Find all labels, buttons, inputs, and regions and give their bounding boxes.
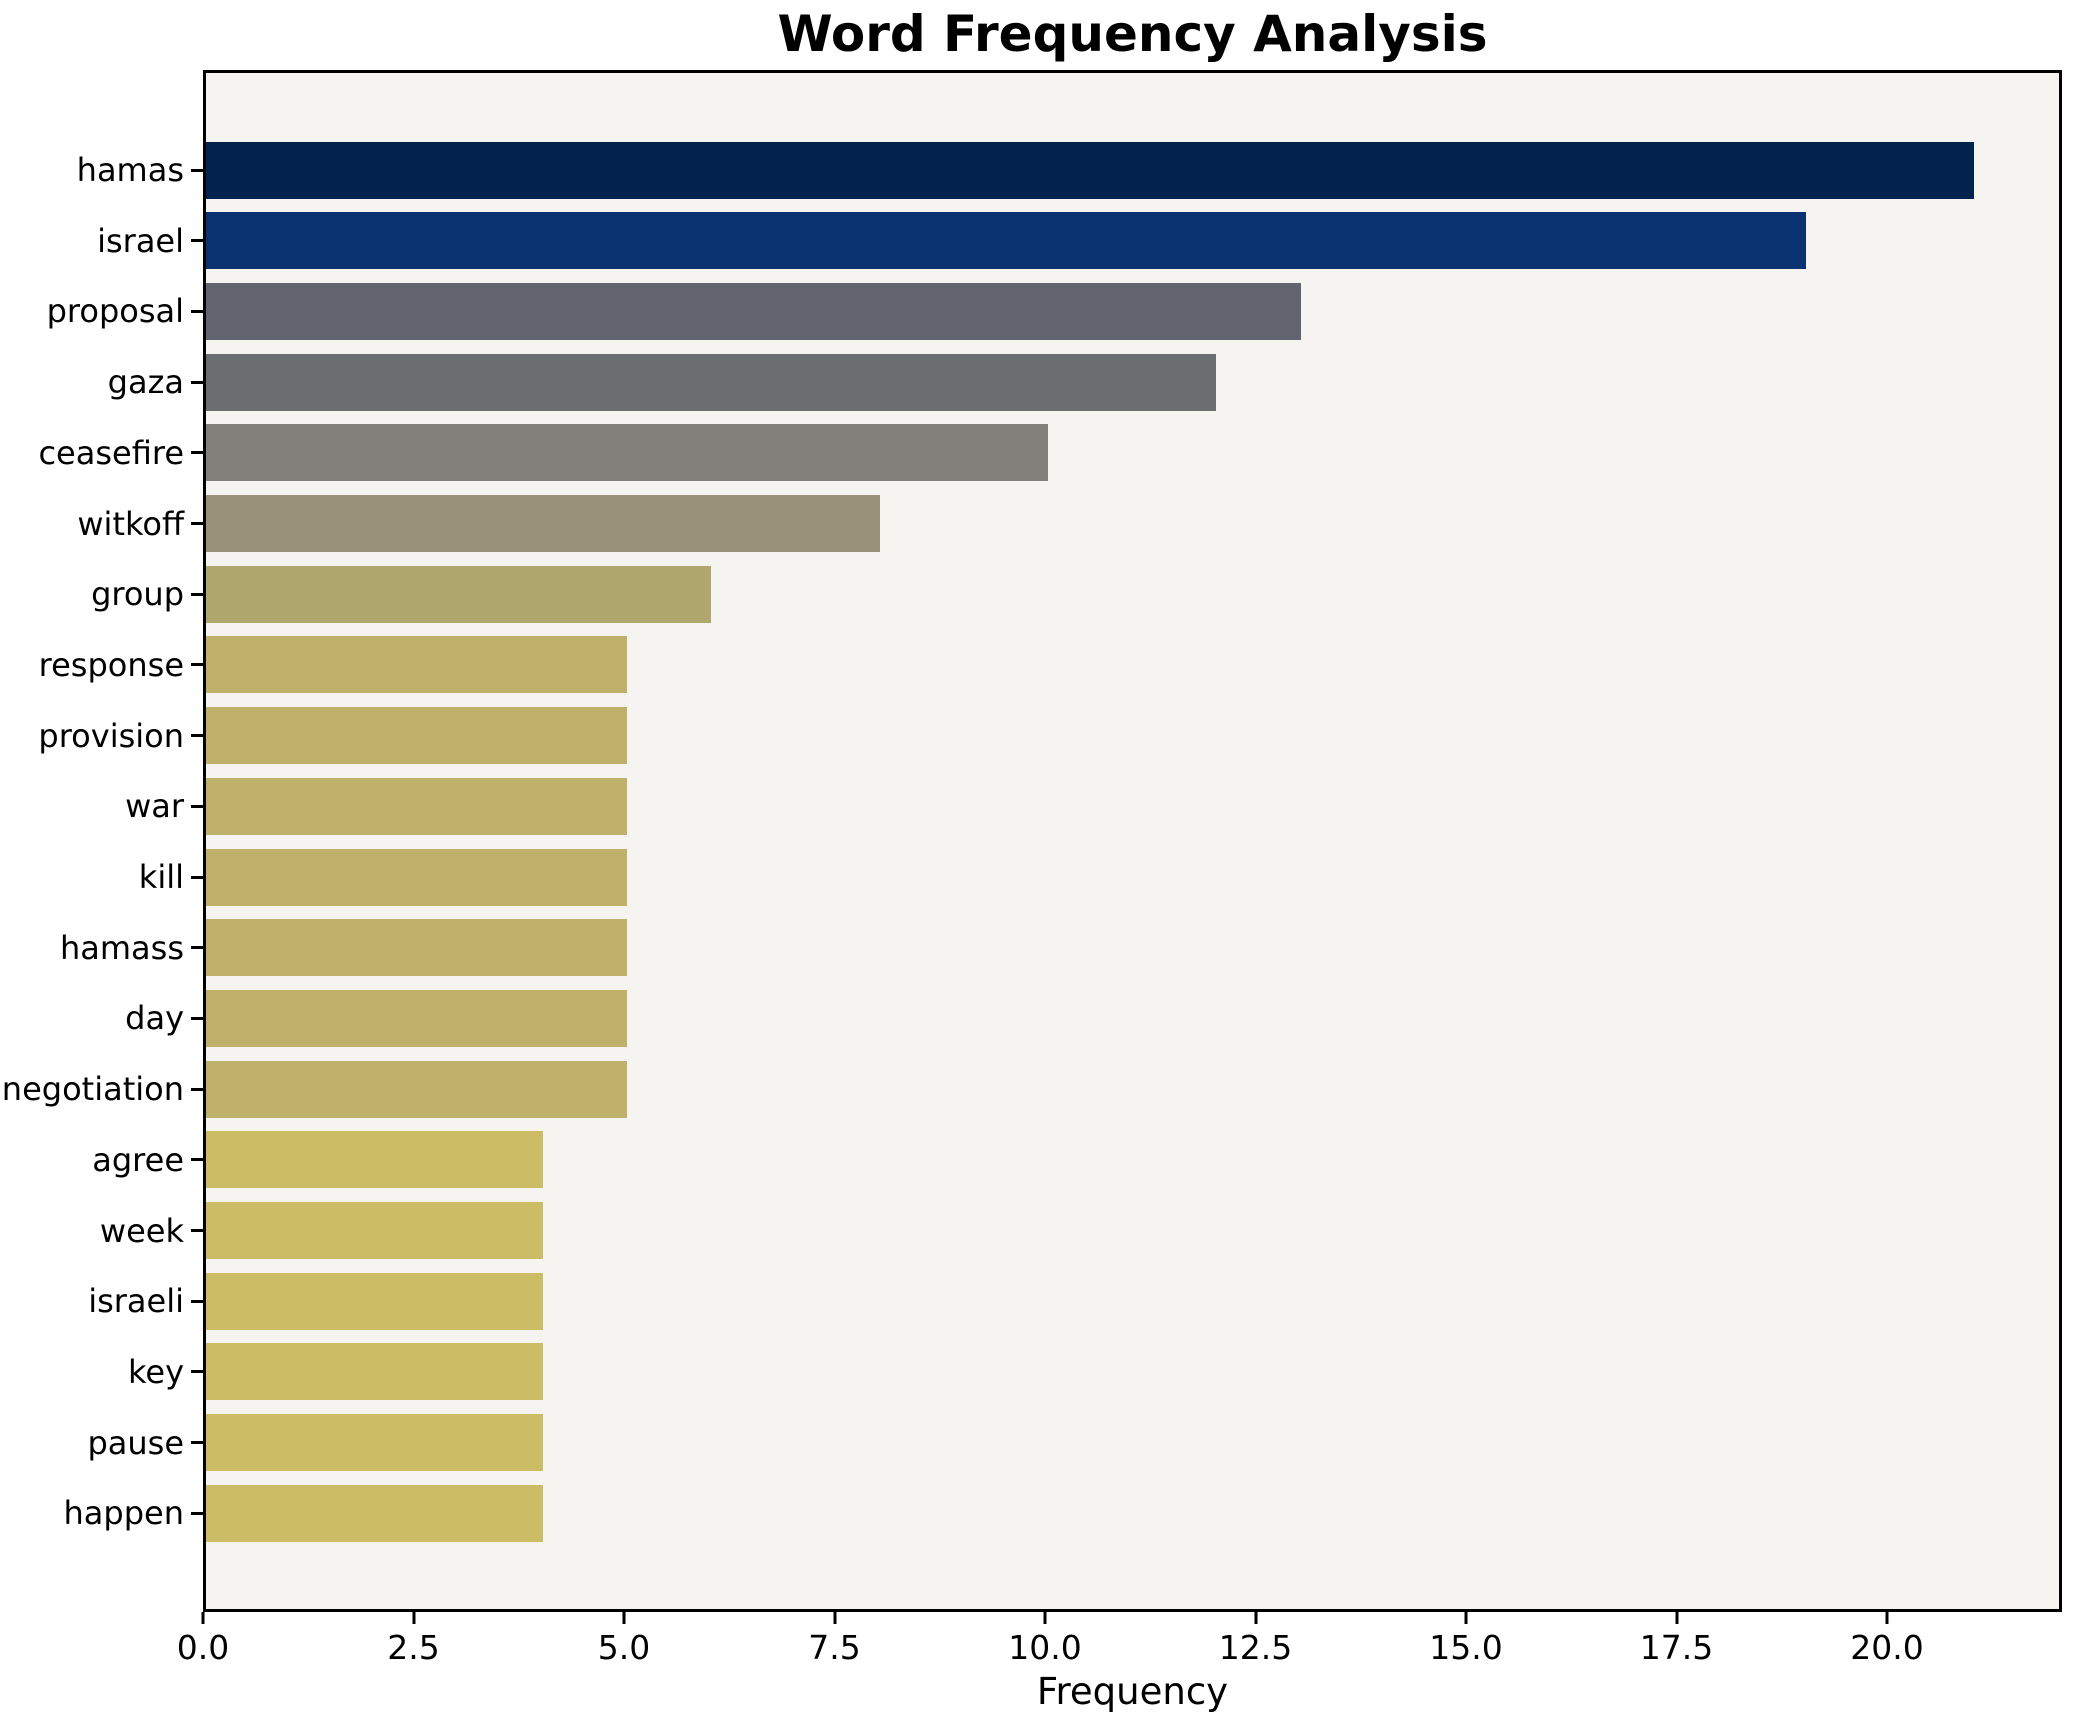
y-tick-label: gaza	[107, 363, 184, 402]
y-tick-mark	[191, 592, 203, 596]
y-tick-mark	[191, 1370, 203, 1374]
y-tick-mark	[191, 804, 203, 808]
x-tick-label: 2.5	[387, 1628, 440, 1667]
y-tick-mark	[191, 1441, 203, 1445]
y-tick-mark	[191, 239, 203, 243]
bar-happen	[206, 1484, 543, 1542]
y-tick-mark	[191, 946, 203, 950]
y-tick-mark	[191, 734, 203, 738]
bar-group	[206, 565, 712, 623]
y-tick-label: group	[91, 575, 184, 614]
y-tick-mark	[191, 1511, 203, 1515]
y-tick-label: israeli	[88, 1282, 184, 1321]
bar-witkoff	[206, 495, 880, 552]
bar-response	[206, 636, 627, 694]
y-tick-mark	[191, 1299, 203, 1303]
y-tick-label: happen	[63, 1494, 184, 1533]
x-tick-mark	[1464, 1612, 1468, 1624]
y-tick-mark	[191, 1087, 203, 1091]
x-tick-mark	[1254, 1612, 1257, 1624]
x-axis-title: Frequency	[1036, 1670, 1229, 1713]
bar-war	[206, 777, 627, 835]
y-tick-mark	[191, 451, 203, 455]
bar-israeli	[206, 1272, 543, 1330]
y-tick-label: israel	[97, 221, 184, 260]
x-tick-mark	[1675, 1612, 1678, 1624]
y-tick-label: ceasefire	[38, 433, 184, 472]
y-tick-label: key	[127, 1352, 184, 1391]
bar-ceasefire	[206, 424, 1048, 482]
x-tick-label: 15.0	[1429, 1628, 1503, 1667]
y-tick-label: week	[99, 1211, 184, 1250]
bar-provision	[206, 707, 627, 765]
x-tick-label: 12.5	[1218, 1628, 1293, 1667]
y-tick-label: proposal	[46, 292, 184, 331]
x-tick-mark	[1885, 1612, 1889, 1624]
bar-kill	[206, 848, 627, 906]
x-tick-label: 7.5	[808, 1628, 861, 1667]
bar-israel	[206, 212, 1806, 270]
bar-negotiation	[206, 1060, 627, 1118]
y-tick-mark	[191, 875, 203, 879]
bar-agree	[206, 1131, 543, 1189]
x-tick-label: 10.0	[1008, 1628, 1082, 1667]
y-tick-label: kill	[138, 858, 184, 896]
y-tick-mark	[191, 380, 203, 384]
bar-key	[206, 1343, 543, 1401]
bar-hamas	[206, 141, 1975, 199]
y-tick-mark	[191, 522, 203, 525]
bar-proposal	[206, 282, 1301, 340]
plot-area	[203, 70, 2062, 1612]
bar-week	[206, 1202, 543, 1259]
x-tick-mark	[412, 1612, 415, 1624]
y-tick-mark	[191, 663, 203, 667]
x-tick-label: 20.0	[1850, 1628, 1924, 1667]
y-tick-mark	[191, 1229, 203, 1232]
y-tick-label: day	[125, 999, 184, 1038]
x-tick-mark	[622, 1612, 626, 1624]
y-tick-label: provision	[38, 716, 184, 755]
y-tick-label: response	[38, 645, 184, 684]
y-tick-label: agree	[92, 1140, 184, 1179]
x-tick-mark	[833, 1612, 836, 1624]
y-tick-mark	[191, 1158, 203, 1162]
bar-hamass	[206, 919, 627, 977]
x-tick-label: 17.5	[1639, 1628, 1714, 1667]
y-tick-label: hamas	[76, 151, 184, 189]
x-tick-label: 0.0	[176, 1628, 230, 1667]
chart-title: Word Frequency Analysis	[777, 5, 1488, 63]
x-tick-mark	[201, 1612, 205, 1624]
y-tick-label: hamass	[59, 928, 184, 967]
y-tick-label: war	[125, 787, 184, 826]
bar-gaza	[206, 353, 1217, 411]
y-tick-mark	[191, 168, 203, 172]
y-tick-label: witkoff	[77, 504, 184, 543]
bar-pause	[206, 1414, 543, 1472]
x-tick-mark	[1043, 1612, 1047, 1624]
y-tick-label: pause	[87, 1423, 184, 1462]
y-tick-label: negotiation	[1, 1070, 184, 1109]
bar-day	[206, 989, 627, 1047]
x-tick-label: 5.0	[597, 1628, 651, 1667]
y-tick-mark	[191, 1016, 203, 1020]
y-tick-mark	[191, 309, 203, 313]
